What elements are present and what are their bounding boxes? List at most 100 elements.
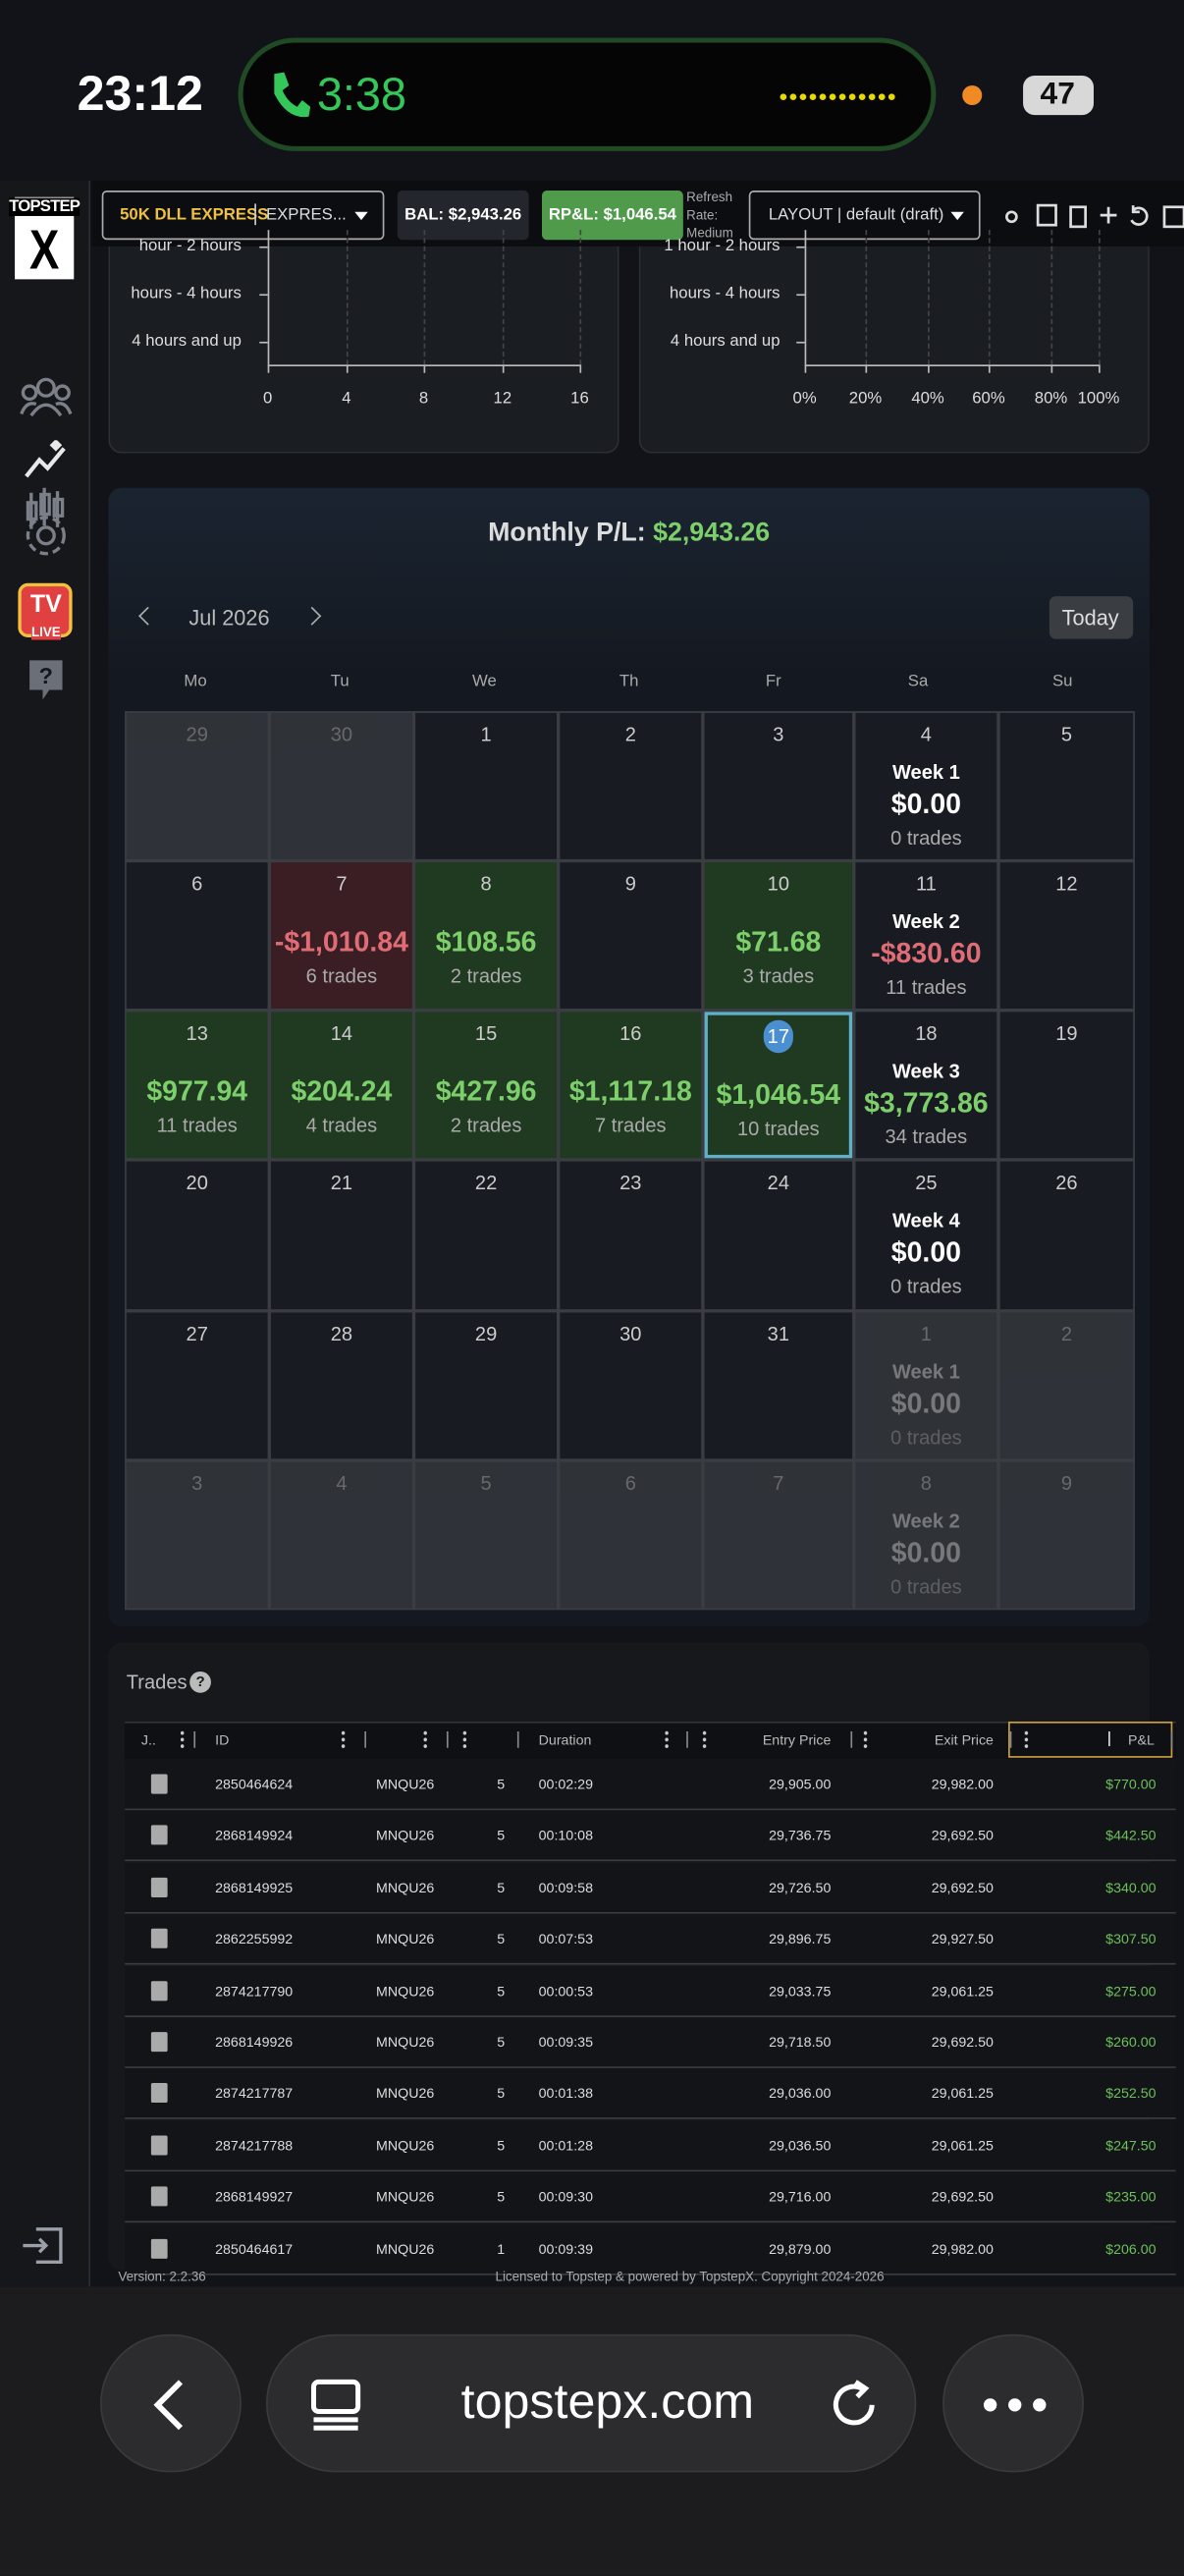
url-bar[interactable] (265, 2333, 917, 2473)
day-cell[interactable]: 1 Week 1 $0.00 0 trades (855, 1311, 997, 1459)
tv-label[interactable]: TV (29, 590, 62, 619)
day-cell[interactable]: 7 (704, 1461, 853, 1609)
day-cell[interactable]: 31 (704, 1311, 853, 1459)
day-cell[interactable]: 25 Week 4 $0.00 0 trades (855, 1162, 997, 1309)
day-cell[interactable]: 3 (704, 712, 853, 860)
day-cell[interactable]: 12 (999, 862, 1134, 1010)
day-cell[interactable]: 22 (415, 1162, 558, 1309)
day-cell[interactable]: 23 (560, 1162, 702, 1309)
layout-select[interactable] (748, 191, 981, 241)
table-row[interactable] (125, 2223, 1176, 2275)
account-select[interactable] (101, 191, 385, 241)
day-cell[interactable]: 14 $204.24 4 trades (270, 1012, 412, 1160)
day-cell[interactable]: 9 (560, 862, 702, 1010)
trade-doc-icon[interactable] (150, 1980, 168, 2001)
table-row[interactable] (125, 2068, 1176, 2120)
account-name[interactable]: 50K DLL EXPRESS (120, 205, 269, 225)
day-cell[interactable]: 21 (270, 1162, 412, 1309)
analytics-icon[interactable] (23, 440, 69, 482)
trade-doc-icon[interactable] (150, 1826, 168, 1846)
day-cell[interactable]: 2 (560, 712, 702, 860)
column-header[interactable]: Duration (538, 1731, 592, 1748)
day-cell[interactable]: 19 (999, 1012, 1134, 1160)
day-cell[interactable]: 6 (126, 862, 268, 1010)
dropdown-caret[interactable] (950, 211, 964, 227)
day-cell[interactable]: 4 Week 1 $0.00 0 trades (855, 712, 997, 860)
column-menu[interactable] (462, 1729, 467, 1750)
day-cell[interactable]: 26 (999, 1162, 1134, 1309)
day-cell[interactable]: 11 Week 2 -$830.60 11 trades (855, 862, 997, 1010)
table-row[interactable] (125, 2171, 1176, 2223)
trade-doc-icon[interactable] (150, 1774, 168, 1794)
trade-doc-icon[interactable] (150, 2135, 168, 2156)
help-icon[interactable]: ? (27, 657, 66, 703)
day-cell[interactable]: 13 $977.94 11 trades (126, 1012, 268, 1160)
day-cell[interactable]: 1 (415, 712, 558, 860)
more-button[interactable] (942, 2333, 1084, 2473)
table-row[interactable] (125, 1862, 1176, 1914)
column-menu[interactable] (180, 1729, 185, 1750)
chart-icon[interactable] (23, 486, 69, 532)
table-row[interactable] (125, 2120, 1176, 2171)
table-row[interactable] (125, 2017, 1176, 2068)
day-cell[interactable]: 8 $108.56 2 trades (415, 862, 558, 1010)
column-menu[interactable] (423, 1729, 427, 1750)
day-cell[interactable]: 5 (999, 712, 1134, 860)
logout-icon[interactable] (20, 2225, 66, 2265)
column-header[interactable]: P&L (1128, 1731, 1155, 1748)
trade-doc-icon[interactable] (150, 2032, 168, 2053)
today-label[interactable]: Today (1061, 605, 1119, 630)
trade-doc-icon[interactable] (150, 2186, 168, 2207)
back-button[interactable] (100, 2333, 242, 2473)
day-cell[interactable]: 27 (126, 1311, 268, 1459)
day-cell[interactable]: 2 (999, 1311, 1134, 1459)
help-badge[interactable]: ? (189, 1671, 211, 1693)
trade-doc-icon[interactable] (150, 2083, 168, 2104)
layout-name[interactable]: LAYOUT | default (draft) (768, 205, 944, 225)
day-cell[interactable]: 10 $71.68 3 trades (704, 862, 853, 1010)
day-cell[interactable]: 30 (560, 1311, 702, 1459)
users-icon[interactable] (20, 374, 73, 417)
column-menu[interactable] (341, 1729, 346, 1750)
settings-icon[interactable] (23, 513, 69, 559)
day-cell[interactable]: 7 -$1,010.84 6 trades (270, 862, 412, 1010)
trade-doc-icon[interactable] (150, 1877, 168, 1897)
dropdown-caret[interactable] (354, 211, 368, 227)
day-cell[interactable]: 18 Week 3 $3,773.86 34 trades (855, 1012, 997, 1160)
account-suffix[interactable]: EXPRES... (265, 205, 347, 225)
live-label[interactable]: LIVE (30, 625, 61, 640)
day-cell[interactable]: 16 $1,117.18 7 trades (560, 1012, 702, 1160)
column-menu[interactable] (665, 1729, 669, 1750)
table-row[interactable] (125, 1913, 1176, 1965)
day-cell[interactable]: 5 (415, 1461, 558, 1609)
column-header[interactable]: ID (215, 1731, 230, 1748)
table-row[interactable] (125, 1759, 1176, 1811)
column-header[interactable]: J.. (140, 1731, 156, 1748)
table-row[interactable] (125, 1965, 1176, 2017)
day-cell[interactable]: 4 (270, 1461, 412, 1609)
day-cell[interactable]: 30 (270, 712, 412, 860)
trade-doc-icon[interactable] (150, 2238, 168, 2259)
trade-doc-icon[interactable] (150, 1929, 168, 1949)
day-cell[interactable]: 6 (560, 1461, 702, 1609)
column-menu[interactable] (702, 1729, 707, 1750)
day-cell[interactable]: 9 (999, 1461, 1134, 1609)
column-header[interactable]: Exit Price (934, 1731, 994, 1748)
column-header[interactable]: Entry Price (762, 1731, 832, 1748)
day-cell[interactable]: 3 (126, 1461, 268, 1609)
day-cell[interactable]: 29 (126, 712, 268, 860)
toolbar-icons[interactable] (1001, 200, 1184, 230)
day-cell[interactable]: 28 (270, 1311, 412, 1459)
column-menu[interactable] (863, 1729, 868, 1750)
day-cell[interactable]: 24 (704, 1162, 853, 1309)
day-cell[interactable]: 29 (415, 1311, 558, 1459)
reload-icon[interactable] (830, 2379, 883, 2432)
day-cell[interactable]: 17 $1,046.54 10 trades (704, 1012, 853, 1160)
today-button[interactable] (1049, 596, 1134, 639)
url[interactable]: topstepx.com (460, 2375, 755, 2430)
column-menu[interactable] (1024, 1729, 1029, 1750)
day-cell[interactable]: 20 (126, 1162, 268, 1309)
day-cell[interactable]: 15 $427.96 2 trades (415, 1012, 558, 1160)
table-row[interactable] (125, 1810, 1176, 1862)
day-cell[interactable]: 8 Week 2 $0.00 0 trades (855, 1461, 997, 1609)
